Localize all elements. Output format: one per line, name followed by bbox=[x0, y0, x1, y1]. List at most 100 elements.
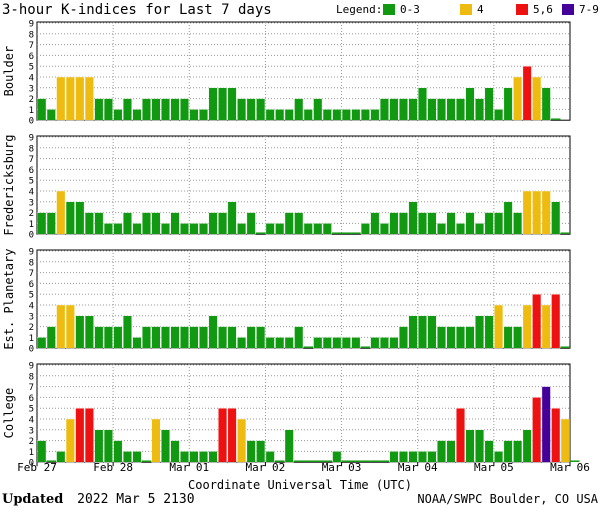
k-bar bbox=[389, 337, 399, 349]
k-bar bbox=[170, 212, 180, 235]
k-bar bbox=[494, 109, 504, 121]
k-bar bbox=[513, 212, 523, 235]
station-label: Boulder bbox=[2, 46, 16, 97]
k-bar bbox=[475, 429, 485, 463]
k-bar bbox=[65, 418, 75, 463]
k-bar bbox=[122, 212, 132, 235]
k-bar bbox=[180, 98, 189, 121]
k-bar bbox=[465, 429, 475, 463]
k-bar bbox=[522, 65, 532, 121]
panel-frame bbox=[36, 249, 571, 349]
k-bar bbox=[389, 98, 399, 121]
k-bar bbox=[37, 98, 47, 121]
k-bar bbox=[332, 337, 342, 349]
k-bar bbox=[75, 315, 85, 349]
k-bar bbox=[284, 429, 294, 463]
y-tick-label: 9 bbox=[29, 248, 34, 258]
k-bar bbox=[246, 98, 256, 121]
station-label: Est. Planetary bbox=[2, 249, 16, 350]
k-bar bbox=[351, 337, 361, 349]
k-bar bbox=[532, 76, 542, 121]
k-bar bbox=[284, 109, 294, 121]
y-tick-label: 7 bbox=[29, 155, 34, 165]
k-bar bbox=[84, 408, 94, 463]
k-bar bbox=[151, 212, 161, 235]
k-bar bbox=[437, 223, 446, 235]
k-bar bbox=[103, 326, 113, 349]
k-bar bbox=[161, 429, 170, 463]
k-bar bbox=[322, 109, 332, 121]
k-bar bbox=[189, 223, 199, 235]
y-tick-label: 0 bbox=[29, 231, 34, 241]
k-bar bbox=[465, 87, 475, 121]
k-bar bbox=[503, 326, 513, 349]
y-tick-label: 8 bbox=[29, 144, 34, 154]
x-tick-label: Mar 05 bbox=[474, 461, 514, 474]
legend-swatch-2 bbox=[516, 4, 528, 15]
k-bar bbox=[265, 337, 275, 349]
k-bar bbox=[218, 326, 228, 349]
k-bar bbox=[256, 326, 266, 349]
y-tick-label: 5 bbox=[29, 291, 34, 301]
k-bar bbox=[313, 223, 323, 235]
k-bar bbox=[170, 440, 180, 463]
y-tick-label: 1 bbox=[29, 106, 34, 116]
k-bar bbox=[151, 418, 161, 463]
y-tick-label: 1 bbox=[29, 334, 34, 344]
k-bar bbox=[113, 223, 123, 235]
k-bar bbox=[522, 429, 532, 463]
k-bar bbox=[141, 98, 151, 121]
k-bar bbox=[303, 109, 313, 121]
k-bar bbox=[398, 326, 408, 349]
k-bar bbox=[227, 326, 237, 349]
k-bar bbox=[427, 451, 437, 463]
k-bar bbox=[446, 440, 456, 463]
k-bar bbox=[465, 212, 475, 235]
k-bar bbox=[113, 109, 123, 121]
k-bar bbox=[199, 223, 209, 235]
y-tick-label: 4 bbox=[29, 188, 34, 198]
k-bar bbox=[46, 212, 56, 235]
k-bar bbox=[46, 109, 56, 121]
k-bar bbox=[218, 212, 228, 235]
k-bar bbox=[437, 440, 446, 463]
k-bar bbox=[294, 98, 304, 121]
k-bar bbox=[132, 109, 142, 121]
y-tick-label: 2 bbox=[29, 95, 34, 105]
k-bar bbox=[494, 212, 504, 235]
k-bar bbox=[313, 337, 323, 349]
k-bar bbox=[494, 304, 504, 349]
k-bar bbox=[265, 109, 275, 121]
k-bar bbox=[484, 440, 494, 463]
k-bar bbox=[284, 212, 294, 235]
k-bar bbox=[475, 98, 485, 121]
y-tick-label: 4 bbox=[29, 416, 34, 426]
k-bar bbox=[379, 98, 389, 121]
k-bar bbox=[379, 337, 389, 349]
x-tick-label: Mar 03 bbox=[322, 461, 362, 474]
k-bar bbox=[122, 451, 132, 463]
legend-label: Legend: bbox=[336, 3, 382, 16]
k-bar bbox=[199, 109, 209, 121]
y-tick-label: 5 bbox=[29, 177, 34, 187]
k-bar bbox=[465, 326, 475, 349]
k-bar bbox=[456, 408, 466, 463]
k-bar bbox=[551, 294, 561, 349]
k-bar bbox=[341, 337, 351, 349]
k-bar bbox=[303, 223, 313, 235]
y-tick-label: 7 bbox=[29, 269, 34, 279]
y-tick-label: 3 bbox=[29, 198, 34, 208]
k-bar bbox=[237, 418, 247, 463]
y-tick-label: 1 bbox=[29, 448, 34, 458]
k-bar bbox=[208, 451, 218, 463]
k-bar bbox=[456, 223, 466, 235]
k-bar bbox=[113, 326, 123, 349]
k-bar bbox=[532, 294, 542, 349]
k-bar bbox=[246, 326, 256, 349]
panel-frame bbox=[36, 363, 571, 463]
k-bar bbox=[218, 408, 228, 463]
k-bar bbox=[84, 76, 94, 121]
k-bar bbox=[475, 223, 485, 235]
k-bar bbox=[199, 451, 209, 463]
legend-label-1: 4 bbox=[477, 3, 484, 16]
